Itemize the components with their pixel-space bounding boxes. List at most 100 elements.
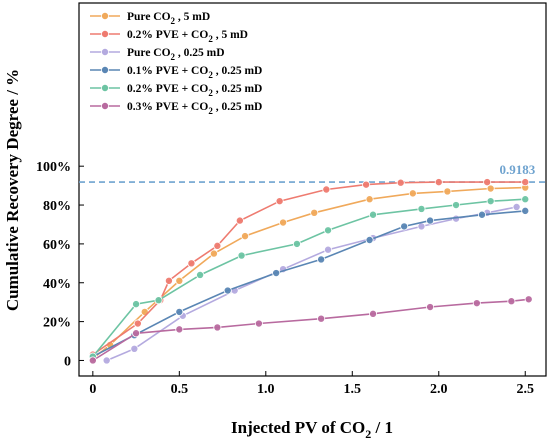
series-point (132, 300, 141, 309)
legend-item-2: 0.2% PVE + CO2 , 5 mD (90, 29, 248, 44)
plot-frame (78, 2, 547, 377)
x-tick-label: 2.5 (516, 382, 534, 397)
x-tick-label: 1.5 (344, 382, 362, 397)
series-point (408, 189, 417, 198)
legend-swatch-marker (101, 11, 110, 20)
series-point (175, 325, 184, 334)
legend-swatch-marker (101, 29, 110, 38)
series-point (396, 178, 405, 187)
legend-item-4: 0.1% PVE + CO2 , 0.25 mD (90, 65, 262, 80)
series-point (213, 323, 222, 332)
y-tick-label: 20% (43, 316, 71, 331)
series-point (102, 356, 111, 365)
series-point (317, 314, 326, 323)
series-point (507, 297, 516, 306)
x-axis-title-main: Injected PV of CO (231, 418, 365, 437)
series-point (524, 295, 533, 304)
series-point (478, 210, 487, 219)
x-tick-label: 2.0 (430, 382, 448, 397)
series-point (223, 286, 232, 295)
legend-swatch-marker (101, 48, 110, 57)
series-point (369, 210, 378, 219)
series-point (369, 309, 378, 318)
y-tick-label: 60% (43, 238, 71, 253)
series-point (322, 185, 331, 194)
series-point (292, 239, 301, 248)
series-point (317, 255, 326, 264)
series-point (521, 206, 530, 215)
series-point (187, 259, 196, 268)
x-tick-label: 0 (89, 382, 96, 397)
series-point (196, 270, 205, 279)
series-line (92, 181, 526, 356)
reference-layer: 0.9183 (79, 162, 546, 183)
legend: Pure CO2 , 5 mD 0.2% PVE + CO2 , 5 mD Pure… (90, 11, 262, 116)
series-point (486, 184, 495, 193)
legend-label: 0.3% PVE + CO2 , 0.25 mD (127, 101, 262, 116)
series-point (279, 218, 288, 227)
legend-label: Pure CO2 , 0.25 mD (127, 47, 225, 62)
legend-item-5: 0.2% PVE + CO2 , 0.25 mD (90, 83, 262, 98)
series-point (400, 222, 409, 231)
legend-label: 0.2% PVE + CO2 , 0.25 mD (127, 83, 262, 98)
x-axis-title-suffix: / 1 (371, 418, 393, 437)
legend-item-6: 0.3% PVE + CO2 , 0.25 mD (90, 101, 262, 116)
series-4 (88, 206, 530, 361)
series-point (426, 216, 435, 225)
series-point (175, 307, 184, 316)
legend-label: 0.2% PVE + CO2 , 5 mD (127, 29, 248, 44)
y-tick-label: 100% (36, 160, 71, 175)
series-point (272, 269, 281, 278)
y-axis-title: Cumulative Recovery Degree / % (3, 69, 22, 311)
legend-item-1: Pure CO2 , 5 mD (90, 11, 210, 26)
series-point (254, 319, 263, 328)
series-point (521, 178, 530, 187)
series-point (365, 195, 374, 204)
legend-swatch-marker (101, 66, 110, 75)
series-point (213, 241, 222, 250)
series-point (483, 178, 492, 187)
series-point (512, 202, 521, 211)
series-point (130, 344, 139, 353)
series-1 (88, 183, 530, 363)
x-axis-title-subscript: 2 (365, 427, 371, 441)
series-point (88, 356, 97, 365)
y-tick-label: 80% (43, 199, 71, 214)
series-layer (88, 178, 533, 365)
series-point (241, 232, 250, 241)
series-point (434, 178, 443, 187)
legend-swatch-marker (101, 84, 110, 93)
series-point (362, 180, 371, 189)
series-point (310, 208, 319, 217)
axis-ticks: 0 0.5 1.0 1.5 2.0 2.5 0 20% 40% 60% 80% 100% (36, 160, 534, 397)
x-axis-title: Injected PV of CO2 / 1 (231, 418, 393, 441)
legend-swatch-marker (101, 102, 110, 111)
series-point (235, 216, 244, 225)
legend-label: 0.1% PVE + CO2 , 0.25 mD (127, 65, 262, 80)
series-point (486, 197, 495, 206)
reference-line-label: 0.9183 (499, 162, 535, 177)
series-point (324, 226, 333, 235)
series-point (275, 197, 284, 206)
series-point (472, 299, 481, 308)
series-point (452, 201, 461, 210)
series-point (417, 204, 426, 213)
series-point (237, 251, 246, 260)
legend-item-3: Pure CO2 , 0.25 mD (90, 47, 225, 62)
series-2 (88, 178, 530, 359)
series-5 (88, 195, 530, 361)
y-tick-label: 0 (64, 354, 71, 369)
series-line (92, 210, 526, 358)
series-point (443, 187, 452, 196)
series-line (92, 298, 529, 362)
series-point (154, 296, 163, 305)
series-3 (102, 202, 521, 365)
x-tick-label: 0.5 (171, 382, 189, 397)
legend-label: Pure CO2 , 5 mD (127, 11, 210, 26)
series-point (175, 276, 184, 285)
x-tick-label: 1.0 (257, 382, 275, 397)
series-point (365, 236, 374, 245)
series-point (132, 329, 141, 338)
series-point (324, 245, 333, 254)
